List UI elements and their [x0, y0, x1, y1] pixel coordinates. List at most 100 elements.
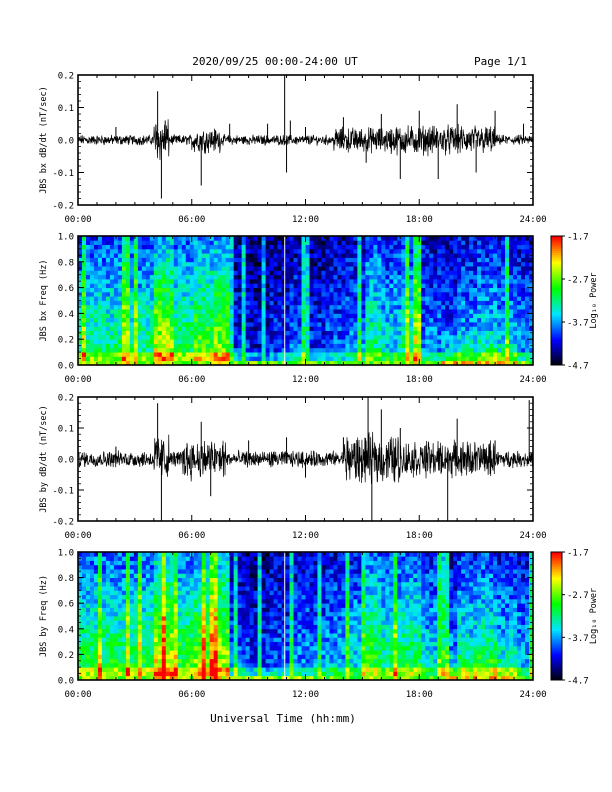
heatmap-cell	[505, 322, 510, 327]
heatmap-cell	[305, 253, 310, 258]
heatmap-cell	[517, 240, 522, 245]
heatmap-cell	[153, 326, 159, 331]
heatmap-cell	[193, 356, 199, 362]
heatmap-cell	[205, 304, 211, 310]
heatmap-cell	[129, 309, 135, 314]
heatmap-cell	[257, 317, 262, 323]
heatmap-cell	[153, 556, 159, 561]
heatmap-cell	[113, 624, 119, 630]
heatmap-cell	[157, 296, 163, 301]
heatmap-cell	[149, 360, 155, 366]
heatmap-cell	[469, 317, 474, 323]
heatmap-cell	[185, 343, 191, 349]
heatmap-cell	[81, 236, 87, 241]
heatmap-cell	[329, 356, 334, 362]
heatmap-cell	[137, 594, 143, 600]
heatmap-cell	[505, 300, 510, 306]
heatmap-cell	[217, 624, 223, 630]
heatmap-cell	[89, 556, 95, 561]
heatmap-cell	[357, 326, 362, 331]
heatmap-cell	[137, 603, 143, 608]
heatmap-cell	[101, 300, 107, 306]
heatmap-cell	[513, 248, 518, 254]
heatmap-cell	[221, 347, 227, 353]
colorbar-segment	[551, 300, 562, 304]
heatmap-cell	[437, 240, 442, 245]
heatmap-cell	[161, 645, 167, 651]
heatmap-cell	[389, 339, 394, 344]
heatmap-cell	[269, 343, 274, 349]
heatmap-cell	[341, 309, 346, 314]
heatmap-cell	[429, 240, 434, 245]
heatmap-cell	[169, 279, 175, 284]
heatmap-cell	[445, 240, 450, 245]
heatmap-cell	[93, 667, 99, 672]
heatmap-cell	[441, 304, 446, 310]
heatmap-cell	[285, 296, 290, 301]
heatmap-cell	[245, 360, 251, 366]
heatmap-cell	[425, 313, 430, 319]
heatmap-cell	[169, 274, 175, 280]
heatmap-cell	[345, 313, 350, 319]
heatmap-cell	[101, 556, 107, 561]
heatmap-cell	[201, 633, 207, 638]
heatmap-cell	[89, 244, 95, 250]
heatmap-cell	[269, 309, 274, 314]
heatmap-cell	[129, 274, 135, 280]
heatmap-cell	[249, 257, 255, 263]
heatmap-cell	[209, 309, 215, 314]
heatmap-cell	[93, 586, 99, 591]
heatmap-cell	[497, 343, 502, 349]
heatmap-cell	[425, 274, 430, 280]
heatmap-cell	[209, 645, 215, 651]
heatmap-cell	[217, 671, 223, 677]
heatmap-cell	[213, 662, 219, 668]
heatmap-cell	[105, 624, 111, 630]
heatmap-cell	[93, 304, 99, 310]
heatmap-cell	[89, 564, 95, 570]
heatmap-cell	[209, 598, 215, 604]
y-axis-label: JBS bx Freq (Hz)	[39, 260, 49, 342]
heatmap-cell	[213, 675, 219, 681]
heatmap-cell	[241, 257, 247, 263]
colorbar-segment	[551, 341, 562, 344]
heatmap-cell	[241, 300, 247, 306]
heatmap-cell	[137, 261, 143, 267]
heatmap-cell	[473, 356, 478, 362]
heatmap-cell	[185, 240, 191, 245]
heatmap-cell	[313, 326, 318, 331]
heatmap-cell	[301, 326, 306, 331]
heatmap-cell	[141, 620, 147, 625]
heatmap-cell	[141, 586, 147, 591]
heatmap-cell	[257, 334, 262, 340]
heatmap-cell	[405, 313, 410, 319]
heatmap-cell	[161, 360, 167, 366]
heatmap-cell	[149, 577, 155, 583]
heatmap-cell	[229, 330, 235, 336]
heatmap-cell	[101, 598, 107, 604]
heatmap-cell	[385, 304, 390, 310]
heatmap-cell	[157, 616, 163, 621]
heatmap-cell	[293, 313, 298, 319]
heatmap-cell	[201, 603, 207, 608]
heatmap-cell	[173, 620, 179, 625]
heatmap-cell	[441, 330, 446, 336]
heatmap-cell	[133, 356, 139, 362]
heatmap-cell	[145, 624, 151, 630]
heatmap-cell	[185, 654, 191, 660]
heatmap-cell	[461, 304, 466, 310]
heatmap-cell	[125, 317, 131, 323]
heatmap-cell	[333, 304, 338, 310]
heatmap-cell	[337, 261, 342, 267]
heatmap-cell	[85, 658, 91, 664]
heatmap-cell	[461, 296, 466, 301]
heatmap-cell	[221, 650, 227, 655]
heatmap-cell	[433, 347, 438, 353]
heatmap-cell	[137, 620, 143, 625]
heatmap-cell	[157, 671, 163, 677]
heatmap-cell	[93, 266, 99, 271]
heatmap-cell	[361, 274, 366, 280]
heatmap-cell	[137, 343, 143, 349]
heatmap-cell	[125, 283, 131, 288]
heatmap-cell	[333, 248, 338, 254]
